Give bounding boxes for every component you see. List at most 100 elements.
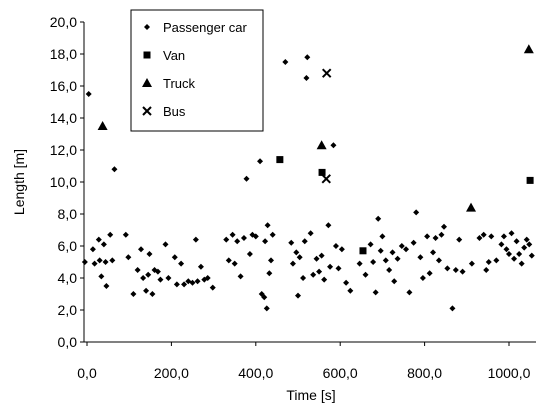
y-tick-label: 12,0 xyxy=(50,142,77,158)
legend-marker-truck xyxy=(142,78,152,87)
passenger-car-point xyxy=(526,241,533,248)
passenger-car-point xyxy=(288,239,295,246)
legend-label-passenger-car: Passenger car xyxy=(163,20,247,35)
passenger-car-point xyxy=(165,275,172,281)
passenger-car-point xyxy=(91,260,98,267)
van-point xyxy=(359,247,367,255)
van-point xyxy=(318,168,326,176)
passenger-car-point xyxy=(257,158,264,165)
y-ticks: 0,0 2,0 4,0 6,0 8,0 10,0 12,0 14,0 16,0 18,0 20,0 xyxy=(50,14,84,350)
passenger-car-point xyxy=(111,166,118,173)
passenger-car-point xyxy=(122,231,129,238)
passenger-car-point xyxy=(338,246,345,253)
passenger-car-point xyxy=(162,241,169,248)
passenger-car-point xyxy=(325,222,332,229)
passenger-car-point xyxy=(386,267,393,273)
passenger-car-point xyxy=(516,251,523,257)
passenger-car-point xyxy=(109,257,116,264)
passenger-car-point xyxy=(485,259,492,265)
legend-items: Passenger car Van Truck Bus xyxy=(142,20,247,119)
passenger-car-point xyxy=(367,241,374,248)
passenger-car-point xyxy=(85,91,92,97)
passenger-car-point xyxy=(419,275,426,281)
y-tick-label: 14,0 xyxy=(50,110,77,126)
passenger-car-point xyxy=(394,255,401,262)
passenger-car-point xyxy=(508,230,515,237)
passenger-car-point xyxy=(372,289,379,296)
bus-point xyxy=(321,68,332,78)
passenger-car-point xyxy=(173,281,180,288)
passenger-car-point xyxy=(157,276,164,283)
passenger-car-point xyxy=(480,231,487,238)
passenger-car-point xyxy=(498,241,505,248)
passenger-car-point xyxy=(449,305,456,312)
passenger-car-point xyxy=(370,259,377,265)
legend-marker-passenger-car xyxy=(144,24,150,30)
legend-label-truck: Truck xyxy=(163,76,196,91)
marker-stroke xyxy=(321,174,331,184)
passenger-car-point xyxy=(134,267,141,273)
passenger-car-point xyxy=(204,275,211,281)
passenger-car-point xyxy=(229,231,236,238)
passenger-car-point xyxy=(375,215,382,222)
passenger-car-point xyxy=(307,230,314,237)
y-axis-label: Length [m] xyxy=(11,149,27,215)
passenger-car-point xyxy=(234,238,241,245)
passenger-car-point xyxy=(379,233,386,240)
marker-stroke xyxy=(321,68,332,78)
passenger-car-point xyxy=(459,268,466,275)
van-point xyxy=(276,156,284,164)
passenger-car-point xyxy=(149,291,156,297)
passenger-car-point xyxy=(391,278,398,285)
passenger-car-point xyxy=(493,257,500,264)
passenger-car-point xyxy=(96,257,103,264)
passenger-car-point xyxy=(95,236,102,243)
passenger-car-point xyxy=(318,252,325,259)
passenger-car-point xyxy=(261,294,268,301)
passenger-car-point xyxy=(382,257,389,264)
passenger-car-point xyxy=(246,251,253,257)
truck-point xyxy=(316,140,327,150)
passenger-car-point xyxy=(237,273,244,280)
passenger-car-point xyxy=(267,257,274,264)
y-tick-label: 8,0 xyxy=(58,206,78,222)
passenger-car-point xyxy=(300,275,307,281)
marker-stroke xyxy=(142,106,152,116)
passenger-car-point xyxy=(417,254,424,261)
legend-marker-bus xyxy=(142,106,152,116)
data-points xyxy=(81,44,535,312)
passenger-car-point xyxy=(81,259,88,265)
passenger-car-point xyxy=(410,239,417,246)
legend-marker-van xyxy=(143,51,151,59)
passenger-car-point xyxy=(100,241,107,248)
passenger-car-point xyxy=(192,236,199,243)
passenger-car-point xyxy=(171,254,178,261)
passenger-car-point xyxy=(438,231,445,238)
passenger-car-point xyxy=(266,270,273,277)
passenger-car-point xyxy=(347,287,354,294)
passenger-car-point xyxy=(243,175,250,182)
passenger-car-point xyxy=(304,54,311,61)
truck-point xyxy=(97,121,108,130)
passenger-car-point xyxy=(389,249,396,256)
passenger-car-point xyxy=(98,273,105,280)
passenger-car-point xyxy=(252,233,259,240)
passenger-car-point xyxy=(231,260,238,267)
passenger-car-point xyxy=(362,271,369,278)
passenger-car-point xyxy=(413,209,420,216)
y-tick-label: 2,0 xyxy=(58,302,78,318)
passenger-car-point xyxy=(444,265,451,272)
y-tick-label: 16,0 xyxy=(50,78,77,94)
passenger-car-point xyxy=(500,233,507,240)
passenger-car-point xyxy=(107,231,114,238)
passenger-car-point xyxy=(335,265,342,272)
passenger-car-point xyxy=(282,59,289,65)
x-tick-label: 400,0 xyxy=(238,365,273,381)
legend-label-van: Van xyxy=(163,48,185,63)
passenger-car-point xyxy=(293,249,300,256)
x-tick-label: 1000,0 xyxy=(488,365,531,381)
passenger-car-point xyxy=(240,235,247,241)
passenger-car-point xyxy=(189,279,196,286)
passenger-car-point xyxy=(356,260,363,267)
